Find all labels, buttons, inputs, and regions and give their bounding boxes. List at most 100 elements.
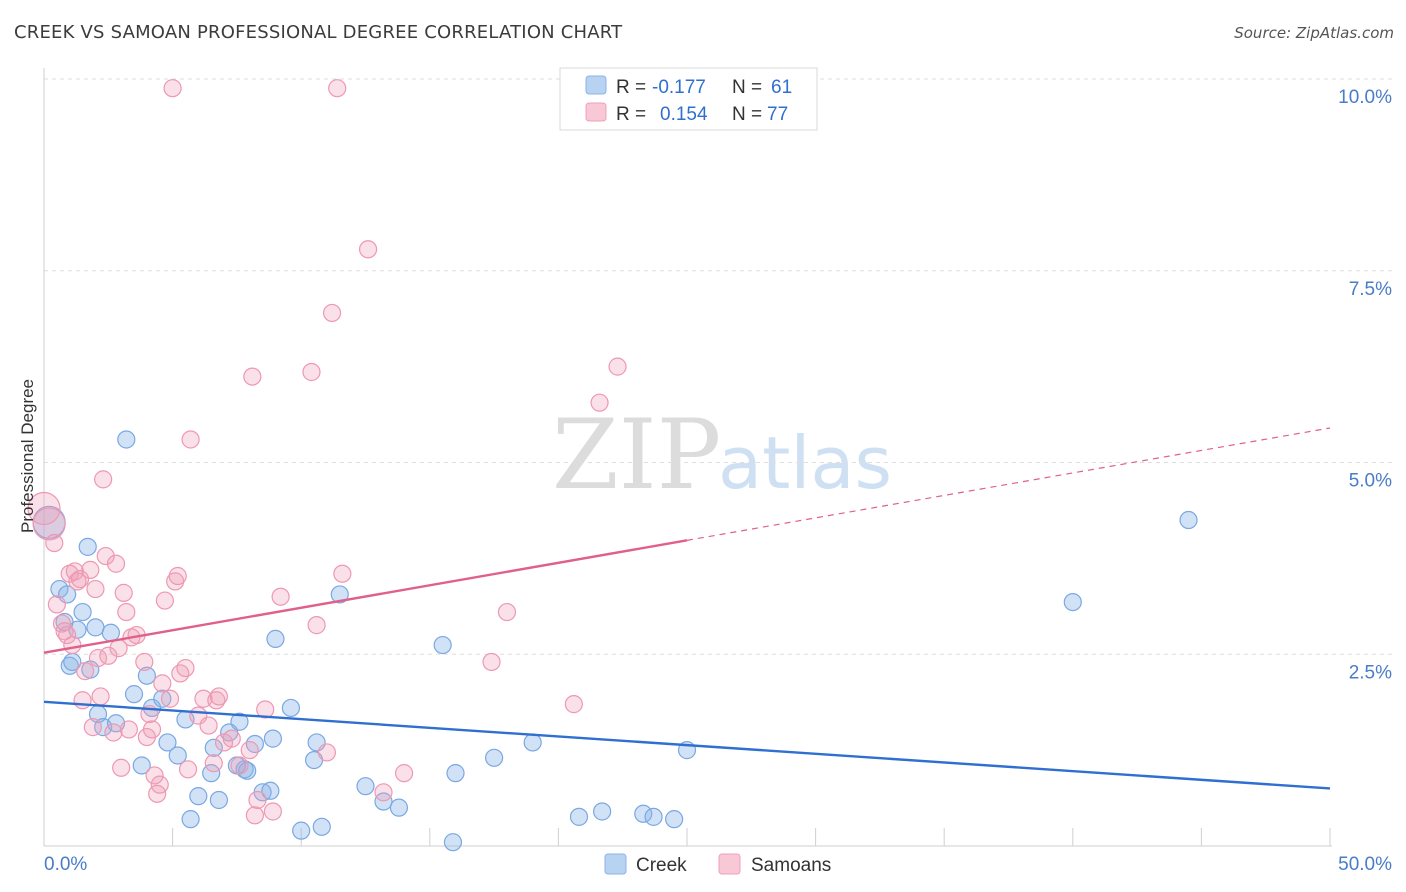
- creek-point-38: [266, 629, 285, 649]
- creek-point-52: [523, 733, 542, 752]
- samoans-point-38: [153, 674, 172, 693]
- x-tick-label-0: 0.0%: [44, 854, 87, 875]
- samoans-point-62: [263, 802, 283, 821]
- creek-point-31: [230, 712, 249, 731]
- samoans-point-69: [333, 564, 352, 583]
- y-axis-title: Professional Degree: [18, 379, 37, 533]
- creek-point-49: [443, 833, 463, 852]
- samoans-point-77: [608, 357, 627, 376]
- samoans-trend-extension: [686, 427, 1331, 541]
- samoans-point-22: [104, 723, 123, 742]
- creek-point-47: [389, 798, 409, 817]
- samoans-point-6: [58, 625, 77, 645]
- samoans-point-70: [358, 240, 378, 259]
- y-tick-label-3: 10.0%: [1338, 87, 1392, 108]
- legend-label-samoans: Samoans: [751, 855, 831, 876]
- creek-point-50: [446, 764, 465, 783]
- source-label: Source: ZipAtlas.com: [1234, 24, 1394, 42]
- samoans-point-2: [45, 533, 64, 553]
- samoans-point-51: [204, 754, 223, 773]
- samoans-point-31: [135, 652, 154, 672]
- samoans-point-34: [142, 720, 162, 739]
- legend-swatch-creek: [604, 853, 627, 875]
- samoans-point-15: [83, 718, 102, 737]
- samoans-point-3: [47, 595, 66, 614]
- creek-point-16: [124, 685, 144, 704]
- creek-point-44: [330, 585, 349, 604]
- creek-trend-line: [43, 700, 1331, 790]
- stats-r-value-samoans: 0.154: [660, 104, 708, 125]
- samoans-point-39: [155, 591, 174, 610]
- samoans-point-37: [150, 775, 169, 794]
- samoans-point-56: [230, 756, 249, 775]
- samoans-point-64: [302, 362, 321, 382]
- gridlines: [44, 78, 1392, 655]
- creek-point-59: [1063, 592, 1082, 612]
- stats-n-label-samoans: N =: [732, 104, 762, 125]
- samoans-point-35: [145, 766, 164, 785]
- samoans-point-44: [171, 664, 190, 683]
- creek-point-22: [168, 746, 187, 765]
- samoans-point-67: [322, 303, 342, 323]
- creek-point-40: [292, 821, 311, 840]
- trend-lines: [43, 427, 1331, 790]
- samoans-point-43: [168, 566, 187, 586]
- creek-point-37: [263, 729, 283, 748]
- creek-point-45: [356, 777, 375, 796]
- x-axis-ticks: [172, 828, 1331, 846]
- samoans-point-28: [119, 720, 138, 739]
- samoans-point-21: [99, 646, 118, 665]
- samoans-point-63: [271, 587, 290, 606]
- samoans-point-11: [70, 569, 90, 589]
- samoans-point-18: [91, 687, 110, 706]
- y-tick-label-0: 2.5%: [1349, 662, 1392, 683]
- samoans-point-58: [243, 367, 262, 386]
- samoans-point-66: [317, 743, 337, 762]
- creek-point-24: [181, 810, 200, 829]
- samoans-point-53: [209, 687, 228, 706]
- stats-swatch-samoans: [585, 102, 607, 122]
- samoans-point-19: [94, 470, 113, 489]
- samoans-point-73: [482, 652, 501, 672]
- legend-label-creek: Creek: [636, 855, 687, 876]
- samoans-point-27: [117, 602, 136, 622]
- creek-point-55: [634, 804, 653, 823]
- creek-point-43: [312, 817, 331, 836]
- axes: [43, 68, 1332, 847]
- samoans-point-16: [86, 579, 105, 599]
- creek-point-8: [78, 537, 97, 556]
- creek-point-25: [189, 787, 208, 806]
- samoans-point-45: [176, 658, 195, 678]
- samoans-point-76: [590, 393, 609, 412]
- stats-r-value-creek: -0.177: [652, 77, 706, 98]
- creek-point-13: [101, 623, 120, 642]
- stats-r-label-creek: R =: [616, 77, 646, 98]
- creek-point-39: [281, 698, 301, 718]
- y-tick-label-1: 5.0%: [1349, 471, 1392, 492]
- stats-r-label-samoans: R =: [616, 104, 646, 125]
- samoans-point-60: [248, 790, 267, 810]
- creek-point-60: [1179, 510, 1198, 530]
- creek-point-56: [644, 807, 663, 826]
- creek-point-15: [117, 430, 136, 449]
- creek-point-53: [569, 807, 589, 826]
- creek-point-57: [665, 810, 684, 829]
- samoans-point-50: [199, 716, 218, 735]
- creek-point-54: [593, 802, 612, 821]
- samoans-trend-line: [43, 539, 688, 654]
- creek-point-21: [158, 733, 177, 752]
- samoans-point-10: [68, 572, 87, 591]
- samoans-point-25: [112, 758, 131, 777]
- stats-n-label-creek: N =: [732, 77, 762, 98]
- samoans-point-71: [374, 783, 393, 802]
- samoans-point-20: [96, 546, 115, 566]
- stats-legend: R = -0.177 N = 61 R = 0.154 N = 77: [559, 67, 818, 131]
- creek-point-18: [137, 666, 156, 685]
- creek-point-20: [153, 689, 172, 708]
- creek-point-27: [204, 738, 223, 757]
- samoans-point-23: [106, 554, 126, 573]
- samoans-point-47: [181, 430, 200, 449]
- creek-point-10: [86, 618, 105, 637]
- samoans-point-1: [32, 507, 66, 541]
